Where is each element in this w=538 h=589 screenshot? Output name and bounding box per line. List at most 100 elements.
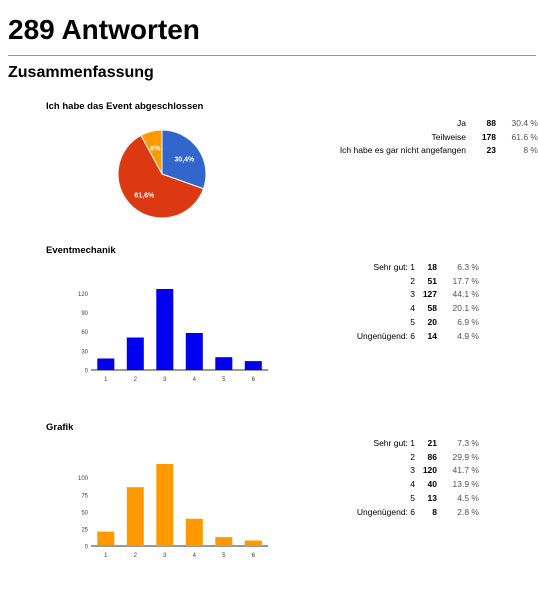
y-tick-label: 60 — [81, 330, 88, 336]
stats-percent: 8 % — [523, 145, 538, 156]
stats-count: 23 — [486, 145, 496, 156]
stats-label: Sehr gut: 1 — [373, 262, 415, 272]
stats-row: Ich habe es gar nicht angefangen 23 8 % — [318, 144, 538, 158]
x-tick-label: 4 — [193, 553, 197, 559]
stats-count: 14 — [427, 330, 437, 341]
stats-label: Ungenügend: 6 — [356, 330, 415, 341]
stats-percent: 41.7 % — [452, 465, 479, 476]
stats-percent: 13.9 % — [452, 479, 479, 490]
pie-slice-label: 61,6% — [134, 193, 155, 200]
y-tick-label: 0 — [85, 545, 89, 551]
stats-percent: 6.9 % — [457, 316, 479, 327]
bar — [156, 464, 174, 546]
stats-label: 4 — [410, 479, 415, 490]
stats-label: Ungenügend: 6 — [356, 506, 415, 517]
bar — [97, 531, 115, 546]
stats-count: 20 — [427, 316, 437, 327]
stats-count: 86 — [427, 451, 437, 462]
mechanics-stats-body: Sehr gut: 1 18 6.3 % 2 51 17.7 % 3 127 44.1 % 4 58… — [355, 261, 479, 343]
stats-count: 88 — [486, 118, 496, 128]
bar — [156, 289, 174, 370]
stats-percent: 4.9 % — [457, 330, 479, 341]
bar — [215, 537, 233, 546]
question-title-mechanics: Eventmechanik — [46, 245, 116, 256]
y-tick-label: 25 — [81, 527, 88, 533]
page-title: 289 Antworten — [8, 14, 200, 45]
question-title-graphics: Grafik — [46, 422, 74, 433]
stats-label: Ja — [457, 118, 466, 128]
stats-label: Sehr gut: 1 — [373, 438, 415, 448]
pie-slice-label: 30,4% — [174, 156, 195, 163]
stats-label: 3 — [410, 465, 415, 476]
x-tick-label: 2 — [134, 377, 138, 383]
x-tick-label: 5 — [222, 377, 226, 383]
stats-row: 2 86 29.9 % — [355, 451, 479, 465]
stats-count: 13 — [427, 492, 437, 503]
bar — [244, 361, 262, 370]
stats-row: Ungenügend: 6 8 2.8 % — [355, 506, 479, 520]
x-tick-label: 3 — [163, 553, 167, 559]
y-tick-label: 100 — [78, 476, 89, 482]
stats-row: Ja 88 30.4 % — [318, 117, 538, 131]
bar — [185, 518, 203, 546]
x-tick-label: 4 — [193, 377, 197, 383]
stats-label: 4 — [410, 303, 415, 314]
pie-slice-label: 8% — [150, 146, 161, 153]
stats-percent: 17.7 % — [452, 275, 479, 286]
bar — [126, 487, 144, 546]
y-tick-label: 75 — [81, 493, 88, 499]
stats-row: Sehr gut: 1 18 6.3 % — [355, 261, 479, 275]
stats-row: 3 127 44.1 % — [355, 288, 479, 302]
stats-row: Sehr gut: 1 21 7.3 % — [355, 437, 479, 451]
y-tick-label: 50 — [81, 510, 88, 516]
stats-percent: 29.9 % — [452, 451, 479, 462]
title-divider — [8, 55, 536, 56]
stats-row: Ungenügend: 6 14 4.9 % — [355, 330, 479, 344]
y-tick-label: 90 — [81, 311, 88, 317]
stats-label: 5 — [410, 316, 415, 327]
completion-stats-table: Ja 88 30.4 % Teilweise 178 61.6 % Ich habe es … — [318, 117, 538, 158]
bar — [185, 333, 203, 370]
stats-count: 178 — [481, 131, 496, 142]
stats-percent: 2.8 % — [457, 506, 479, 517]
mechanics-stats-table: Sehr gut: 1 18 6.3 % 2 51 17.7 % 3 127 44.1 % 4 58… — [355, 261, 479, 343]
stats-percent: 4.5 % — [457, 492, 479, 503]
y-tick-label: 120 — [78, 292, 89, 298]
pie-slice — [161, 129, 207, 190]
bar — [97, 358, 115, 370]
stats-row: 5 13 4.5 % — [355, 492, 479, 506]
stats-label: Teilweise — [431, 131, 467, 142]
bar — [215, 357, 233, 370]
bar — [126, 337, 144, 370]
stats-label: 5 — [410, 492, 415, 503]
question-title-completion: Ich habe das Event abgeschlossen — [46, 101, 204, 112]
stats-label: 2 — [410, 275, 415, 286]
stats-percent: 6.3 % — [457, 262, 479, 272]
stats-count: 120 — [422, 465, 437, 476]
graphics-stats-table: Sehr gut: 1 21 7.3 % 2 86 29.9 % 3 120 41.7 % 4 40… — [355, 437, 479, 519]
stats-label: 2 — [410, 451, 415, 462]
stats-row: 4 40 13.9 % — [355, 478, 479, 492]
x-tick-label: 1 — [104, 377, 108, 383]
stats-percent: 44.1 % — [452, 289, 479, 300]
stats-count: 18 — [427, 262, 437, 272]
stats-percent: 20.1 % — [452, 303, 479, 314]
x-tick-label: 2 — [134, 553, 138, 559]
x-tick-label: 3 — [163, 377, 167, 383]
stats-count: 40 — [427, 479, 437, 490]
stats-count: 58 — [427, 303, 437, 314]
stats-row: Teilweise 178 61.6 % — [318, 131, 538, 145]
stats-percent: 7.3 % — [457, 438, 479, 448]
stats-row: 3 120 41.7 % — [355, 464, 479, 478]
graphics-stats-body: Sehr gut: 1 21 7.3 % 2 86 29.9 % 3 120 41.7 % 4 40… — [355, 437, 479, 519]
x-tick-label: 6 — [252, 377, 256, 383]
stats-row: 4 58 20.1 % — [355, 302, 479, 316]
stats-percent: 61.6 % — [511, 131, 538, 142]
completion-stats-body: Ja 88 30.4 % Teilweise 178 61.6 % Ich habe es … — [318, 117, 538, 158]
stats-label: Ich habe es gar nicht angefangen — [339, 145, 466, 156]
stats-count: 8 — [432, 506, 437, 517]
pie-slice — [117, 134, 205, 219]
y-tick-label: 0 — [85, 369, 89, 375]
stats-row: 5 20 6.9 % — [355, 316, 479, 330]
